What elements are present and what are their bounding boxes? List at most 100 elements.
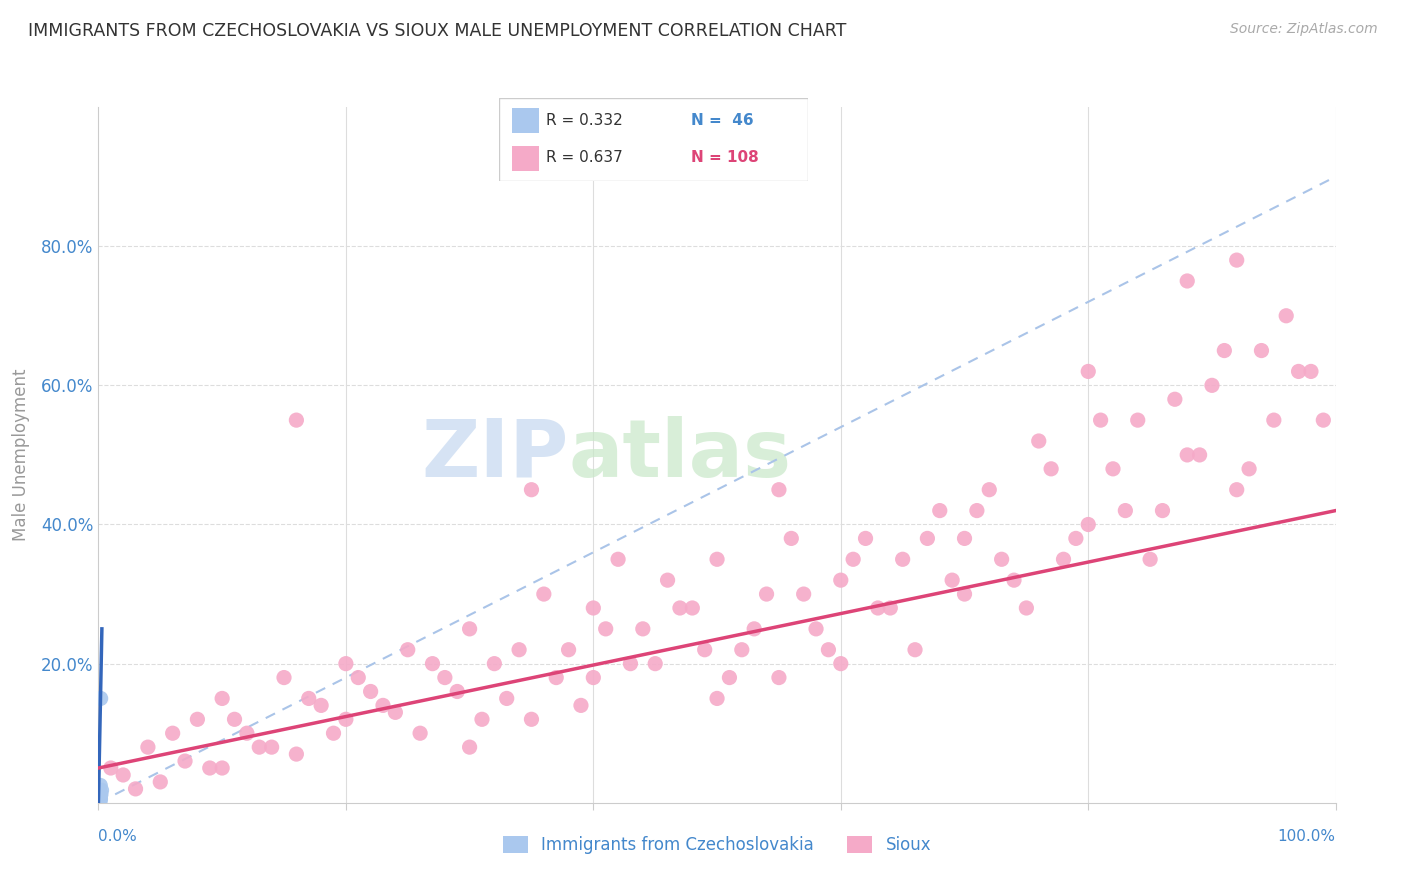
Point [87,794,110,808]
Point [87,794,110,808]
Legend: Immigrants from Czechoslovakia, Sioux: Immigrants from Czechoslovakia, Sioux [496,829,938,861]
Point [309,698,332,713]
Point [855,532,877,546]
Point [89,793,111,807]
Point [1102,462,1125,476]
Text: IMMIGRANTS FROM CZECHOSLOVAKIA VS SIOUX MALE UNEMPLOYMENT CORRELATION CHART: IMMIGRANTS FROM CZECHOSLOVAKIA VS SIOUX … [28,22,846,40]
Point [1226,253,1249,268]
Point [520,483,543,497]
Point [966,503,988,517]
Point [866,601,889,615]
Bar [512,108,540,133]
Point [87,793,110,807]
Point [484,657,506,671]
Point [211,761,233,775]
Point [371,698,394,713]
Point [89,793,111,807]
Point [89,789,111,804]
Point [1064,532,1087,546]
Point [644,657,666,671]
Point [285,413,308,427]
Point [89,793,111,807]
Point [817,642,839,657]
Point [89,785,111,799]
Bar [512,146,540,171]
Point [236,726,259,740]
Point [706,552,728,566]
Point [953,587,976,601]
Point [533,587,555,601]
Point [953,532,976,546]
Point [830,573,852,587]
Point [669,601,692,615]
Text: ZIP: ZIP [422,416,568,494]
Point [718,671,741,685]
Point [89,788,111,802]
Point [471,712,494,726]
Point [1040,462,1063,476]
Point [768,483,790,497]
Point [396,642,419,657]
Point [247,740,270,755]
Point [260,740,283,755]
Point [87,794,110,808]
Point [89,792,111,806]
Text: atlas: atlas [568,416,792,494]
Text: R = 0.332: R = 0.332 [546,113,623,128]
Point [1090,413,1112,427]
Point [89,789,111,803]
Point [446,684,468,698]
Point [89,791,111,805]
Point [285,747,308,761]
Point [224,712,246,726]
Point [657,573,679,587]
Point [607,552,630,566]
Point [1015,601,1038,615]
Point [87,794,110,808]
Point [89,791,111,805]
Point [360,684,382,698]
Point [780,532,803,546]
Point [273,671,295,685]
Point [89,789,111,804]
Point [1226,483,1249,497]
Point [89,791,111,805]
Point [298,691,321,706]
Point [174,754,197,768]
Point [990,552,1012,566]
Point [136,740,159,755]
Point [1077,364,1099,378]
Point [90,783,112,797]
Point [1002,573,1025,587]
Point [1139,552,1161,566]
Point [211,691,233,706]
Point [1312,413,1334,427]
Point [458,622,481,636]
Point [433,671,456,685]
Point [124,781,146,796]
Point [742,622,765,636]
Point [87,795,110,809]
Point [347,671,370,685]
Point [793,587,815,601]
Point [89,791,111,805]
Point [595,622,617,636]
Text: R = 0.637: R = 0.637 [546,151,623,165]
Point [335,657,357,671]
Point [87,795,110,809]
Point [198,761,221,775]
Point [693,642,716,657]
Point [409,726,432,740]
Point [1175,274,1198,288]
Point [631,622,654,636]
Point [1250,343,1272,358]
Point [1299,364,1322,378]
Point [569,698,592,713]
Point [89,793,111,807]
Point [1152,503,1174,517]
Point [768,671,790,685]
Point [904,642,927,657]
Point [1126,413,1149,427]
Text: 0.0%: 0.0% [98,829,138,844]
Point [89,792,111,806]
